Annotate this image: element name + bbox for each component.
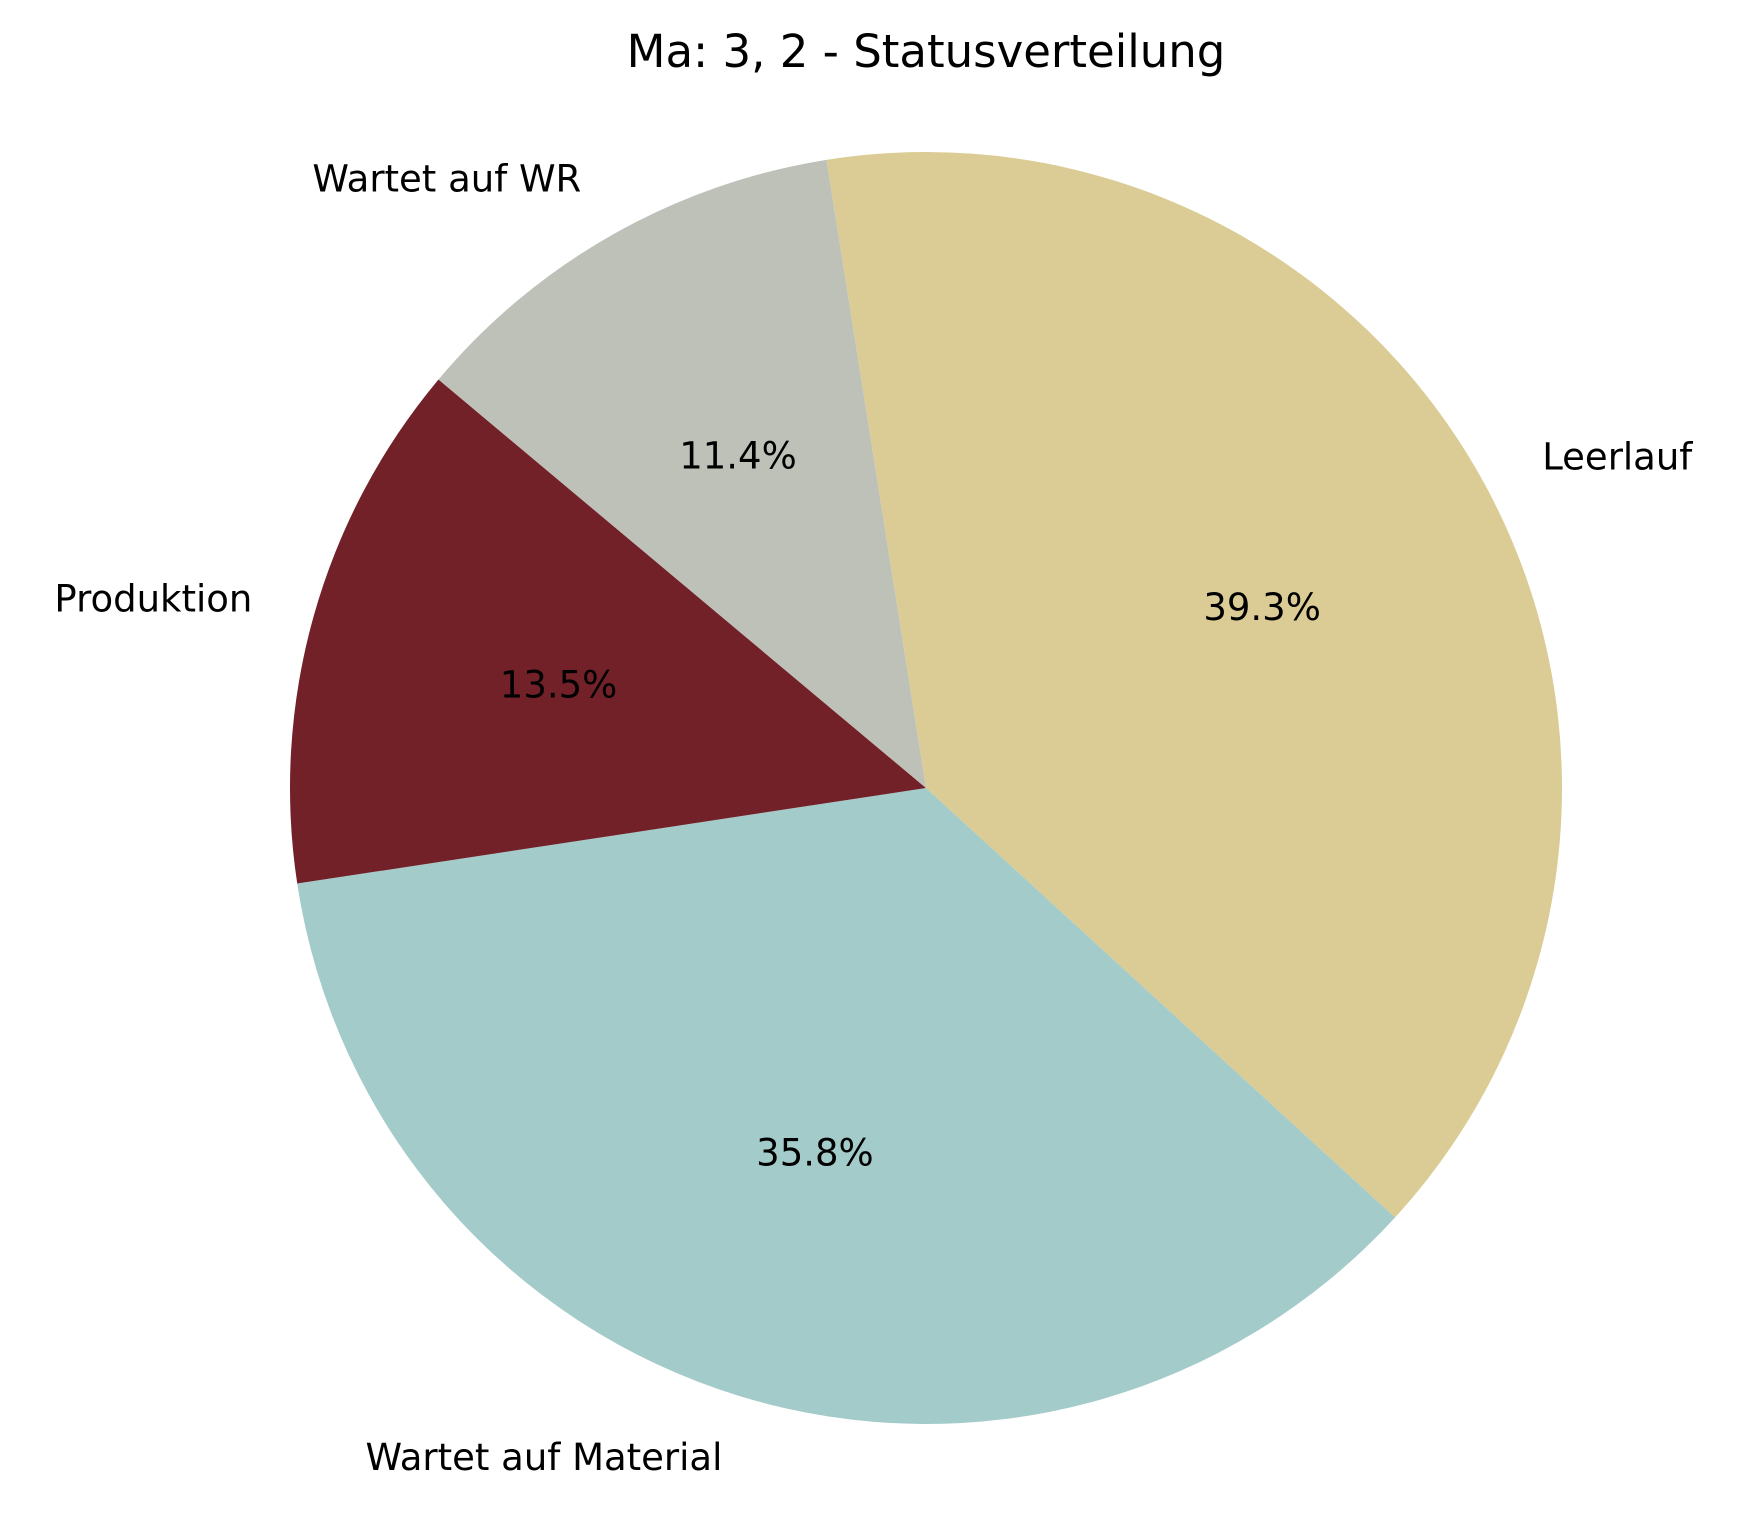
- slice-label-produktion: Produktion: [54, 578, 252, 621]
- pct-label-produktion: 13.5%: [500, 663, 618, 706]
- pie-slices: [290, 152, 1562, 1424]
- pct-label-wartet-auf-wr: 11.4%: [679, 434, 797, 477]
- pie-slice-wartet-auf-material: [297, 788, 1396, 1424]
- slice-label-wartet-auf-wr: Wartet auf WR: [312, 158, 581, 201]
- pie-slice-wartet-auf-wr: [438, 159, 926, 789]
- pie-slice-produktion: [290, 379, 927, 884]
- slice-label-leerlauf: Leerlauf: [1542, 435, 1693, 478]
- pct-label-leerlauf: 39.3%: [1203, 586, 1321, 629]
- pct-label-wartet-auf-material: 35.8%: [756, 1132, 874, 1175]
- pie-slice-leerlauf: [826, 152, 1562, 1218]
- pie-labels: Leerlauf 39.3% Wartet auf Material 35.8% Pro…: [54, 158, 1693, 1479]
- chart-title: Ma: 3, 2 - Statusverteilung: [627, 25, 1226, 78]
- slice-label-wartet-auf-material: Wartet auf Material: [366, 1436, 723, 1479]
